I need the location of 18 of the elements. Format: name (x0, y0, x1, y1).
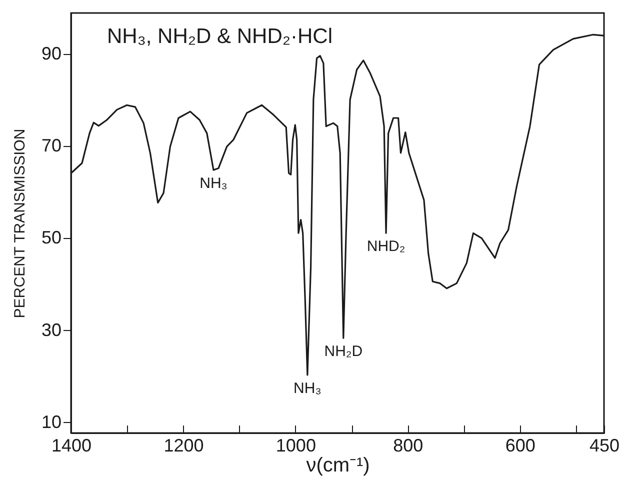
y-tick-label: 70 (41, 136, 62, 156)
text: NH₃, NH₂D & NHD₂·HCl (107, 25, 333, 48)
y-axis-title: PERCENT TRANSMISSION (11, 128, 28, 318)
annotation: NH₂D (324, 343, 363, 360)
x-tick-label: 1000 (276, 436, 316, 456)
x-tick-label: 1200 (164, 436, 204, 456)
y-tick-label: 90 (41, 43, 62, 64)
x-axis-title: ν(cm⁻¹) (306, 454, 370, 476)
annotation: NH₃ (294, 380, 322, 397)
x-tick-label: 1400 (51, 436, 92, 456)
x-tick-label: 800 (393, 436, 424, 456)
x-tick-label: 600 (505, 436, 536, 456)
y-tick-label: 30 (41, 320, 62, 340)
y-tick-label: 50 (41, 228, 62, 248)
annotation: NH₃ (200, 175, 228, 192)
y-tick-label: 10 (41, 412, 62, 432)
annotation: NHD₂ (366, 238, 406, 256)
x-tick-label: 450 (589, 436, 620, 456)
